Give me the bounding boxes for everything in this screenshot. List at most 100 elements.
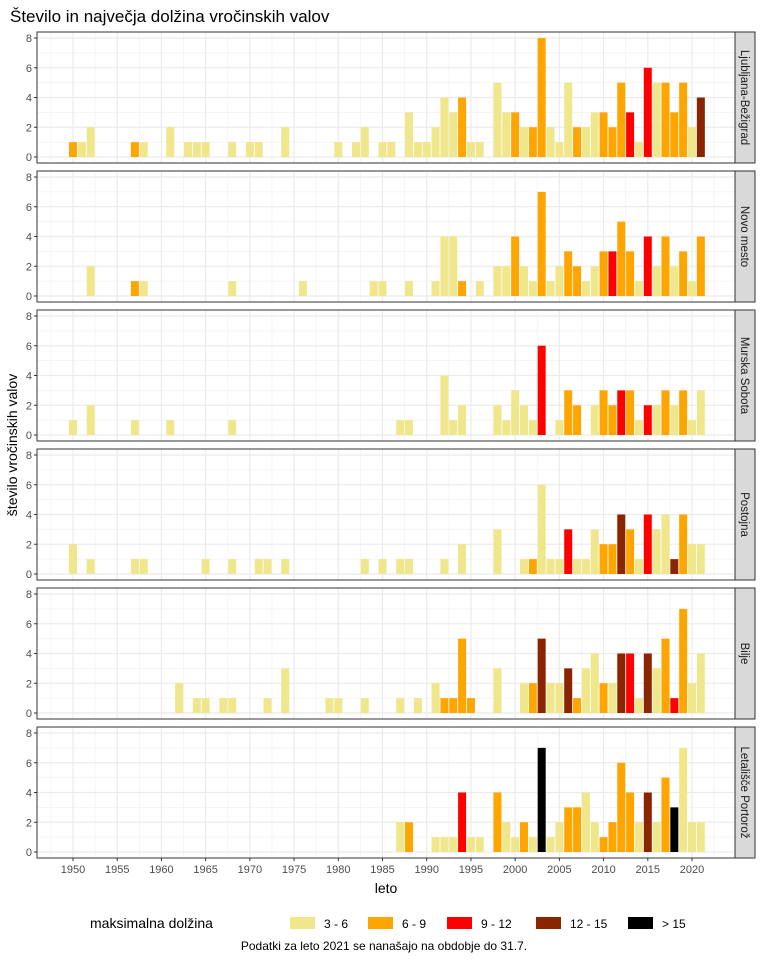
- bar: [546, 559, 555, 574]
- x-tick-label: 2010: [591, 864, 615, 876]
- y-tick-label: 6: [26, 202, 32, 214]
- bar: [201, 698, 210, 713]
- bar: [564, 390, 573, 435]
- bar: [139, 559, 148, 574]
- bar: [440, 375, 449, 435]
- y-tick-label: 6: [26, 758, 32, 770]
- bar: [599, 251, 608, 296]
- bar: [546, 127, 555, 157]
- bar: [555, 822, 564, 852]
- bar: [360, 559, 369, 574]
- bar: [449, 837, 458, 852]
- bar: [449, 420, 458, 435]
- bar: [608, 251, 617, 296]
- bar: [519, 683, 528, 713]
- bar: [661, 82, 670, 157]
- bar: [679, 251, 688, 296]
- bar: [555, 559, 564, 574]
- bar: [581, 559, 590, 574]
- bar: [254, 559, 263, 574]
- bar: [696, 653, 705, 713]
- bar: [634, 822, 643, 852]
- bar: [475, 142, 484, 157]
- facet-strip: [734, 726, 756, 859]
- legend-swatch: [368, 917, 393, 929]
- bar: [652, 822, 661, 852]
- x-tick-label: 2005: [547, 864, 571, 876]
- bar: [130, 281, 139, 296]
- bar: [652, 405, 661, 435]
- bar: [413, 698, 422, 713]
- bar: [502, 266, 511, 296]
- bar: [405, 559, 414, 574]
- bar: [590, 405, 599, 435]
- bar: [608, 544, 617, 574]
- bar: [405, 281, 414, 296]
- bar: [670, 112, 679, 157]
- bar: [590, 822, 599, 852]
- bar: [652, 529, 661, 574]
- y-tick-label: 0: [26, 708, 32, 720]
- bar: [281, 127, 290, 157]
- facet-panel: 0 2 4 6 8 Novo mesto: [26, 170, 756, 303]
- bar: [281, 559, 290, 574]
- bar: [546, 281, 555, 296]
- bar: [528, 127, 537, 157]
- bar: [661, 514, 670, 574]
- bar: [564, 668, 573, 713]
- bar: [564, 251, 573, 296]
- bar: [201, 559, 210, 574]
- facet-panel: 0 2 4 6 8 Ljubljana-Bežigrad: [26, 31, 756, 164]
- bar: [431, 683, 440, 713]
- y-tick-label: 8: [26, 450, 32, 462]
- bar: [431, 281, 440, 296]
- bar: [493, 529, 502, 574]
- legend-label: 3 - 6: [324, 917, 348, 931]
- bar: [69, 420, 77, 435]
- bar: [86, 559, 95, 574]
- bar: [599, 837, 608, 852]
- bar: [670, 559, 679, 574]
- x-tick-label: 1980: [326, 864, 350, 876]
- bar: [634, 281, 643, 296]
- bar: [573, 807, 582, 852]
- bar: [546, 683, 555, 713]
- bar: [387, 142, 396, 157]
- bar: [493, 792, 502, 852]
- bar: [608, 822, 617, 852]
- bar: [652, 82, 661, 157]
- bar: [519, 405, 528, 435]
- bar: [696, 544, 705, 574]
- x-tick-label: 1985: [370, 864, 394, 876]
- facet-strip-label: Murska Sobota: [738, 337, 750, 415]
- bar: [466, 698, 475, 713]
- bar: [458, 792, 467, 852]
- y-tick-label: 6: [26, 341, 32, 353]
- y-tick-label: 4: [26, 788, 32, 800]
- bar: [245, 142, 254, 157]
- bar: [555, 420, 564, 435]
- bar: [670, 405, 679, 435]
- bar: [528, 683, 537, 713]
- bar: [608, 405, 617, 435]
- bar: [493, 668, 502, 713]
- bar: [679, 747, 688, 852]
- y-tick-label: 0: [26, 291, 32, 303]
- bar: [599, 683, 608, 713]
- bar: [139, 142, 148, 157]
- facet-panel: 0 2 4 6 8 Murska Sobota: [26, 309, 756, 442]
- bar: [528, 420, 537, 435]
- legend-label: 6 - 9: [402, 917, 426, 931]
- y-tick-label: 2: [26, 122, 32, 134]
- bar: [670, 698, 679, 713]
- bar: [493, 266, 502, 296]
- bar: [325, 698, 334, 713]
- facet-strip: [734, 309, 756, 442]
- bar: [475, 837, 484, 852]
- bar: [334, 142, 343, 157]
- x-tick-label: 2020: [680, 864, 704, 876]
- bar: [537, 747, 546, 852]
- bar: [422, 142, 431, 157]
- bar: [431, 837, 440, 852]
